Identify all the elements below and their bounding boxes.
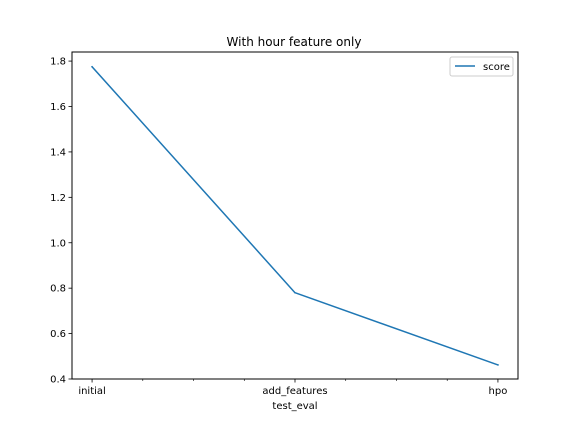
y-tick-label: 1.8 [50,57,66,68]
data-point [294,291,296,294]
y-tick-label: 1.4 [50,147,66,158]
plot-area [72,52,518,379]
x-axis-label: test_eval [272,401,317,412]
chart-title: With hour feature only [227,35,362,49]
plot-frame [71,51,519,380]
y-tick-label: 1.6 [50,102,66,113]
y-axis-ticks: 0.4 0.6 0.8 1.0 1.2 1.4 1.6 1.8 [50,57,72,386]
y-tick-label: 1.2 [50,193,66,204]
series-layer [91,65,499,366]
y-tick-label: 0.8 [50,284,66,295]
legend: score [449,56,514,77]
data-point [91,66,93,68]
y-tick-label: 1.0 [50,238,66,249]
legend-entry-score: score [483,62,510,73]
x-tick-label: add_features [262,386,327,397]
y-tick-label: 0.4 [50,375,66,386]
data-point [497,364,499,366]
legend-box [449,56,514,77]
y-tick-label: 0.6 [50,329,66,340]
x-tick-label: initial [78,386,106,397]
x-tick-label: hpo [489,386,508,397]
